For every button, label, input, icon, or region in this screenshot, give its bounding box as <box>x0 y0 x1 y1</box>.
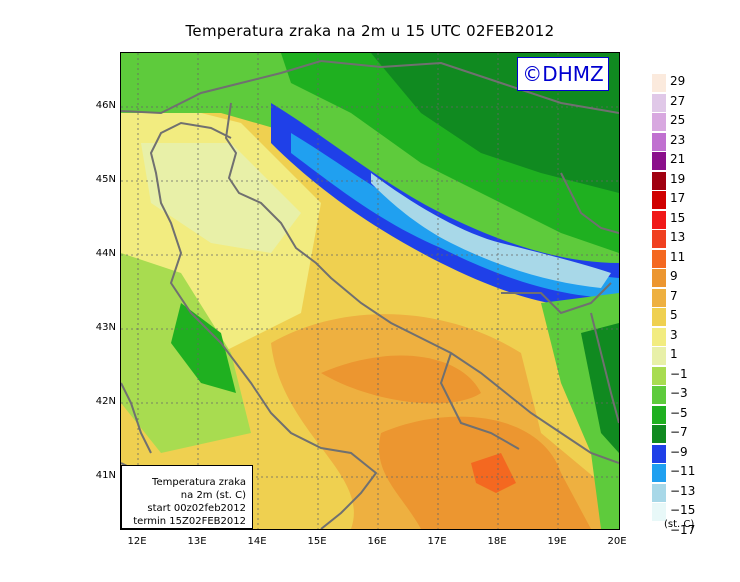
map-title: Temperatura zraka na 2m u 15 UTC 02FEB20… <box>185 22 555 40</box>
dhmz-logo: ©DHMZ <box>517 57 609 91</box>
info-line-4: termin 15Z02FEB2012 <box>133 516 246 527</box>
info-line-2: na 2m (st. C) <box>180 490 246 501</box>
legend-label: 21 <box>670 152 686 166</box>
legend-label: −13 <box>670 483 696 498</box>
legend-swatch <box>652 269 666 287</box>
lat-tick-46n: 46N <box>95 100 116 111</box>
legend-label: 3 <box>670 327 678 342</box>
lon-tick-14e: 14E <box>247 536 267 547</box>
legend-label: 11 <box>670 249 686 264</box>
legend-label: −9 <box>670 444 688 459</box>
legend-label: −7 <box>670 425 688 439</box>
lat-tick-45n: 45N <box>95 174 116 185</box>
lat-tick-42n: 42N <box>95 396 116 407</box>
lon-tick-13e: 13E <box>187 536 207 547</box>
field-1 <box>141 143 301 253</box>
graticule <box>121 53 619 529</box>
legend-swatch <box>652 191 666 209</box>
info-box: Temperatura zraka na 2m (st. C) start 00… <box>121 465 253 529</box>
legend-swatch <box>652 74 666 92</box>
legend-swatch <box>652 347 666 365</box>
legend-label: 23 <box>670 132 686 147</box>
legend-label: 9 <box>670 269 678 283</box>
lon-tick-15e: 15E <box>307 536 327 547</box>
info-line-1: Temperatura zraka <box>152 477 246 488</box>
legend-label: 17 <box>670 191 686 205</box>
legend-swatch <box>652 288 666 307</box>
legend-swatch <box>652 522 666 541</box>
legend-swatch <box>652 308 666 326</box>
lon-tick-20e: 20E <box>607 536 627 547</box>
legend-swatch <box>652 503 666 521</box>
legend-swatch <box>652 93 666 112</box>
field-m5w <box>171 303 236 393</box>
field-9a <box>321 355 481 404</box>
legend-label: −17 <box>670 522 696 537</box>
legend-label: 27 <box>670 93 686 108</box>
legend-label: 19 <box>670 171 686 186</box>
lon-tick-19e: 19E <box>547 536 567 547</box>
legend-swatch <box>652 210 666 229</box>
field-11 <box>471 453 516 493</box>
legend-label: 15 <box>670 210 686 225</box>
lon-tick-16e: 16E <box>367 536 387 547</box>
legend-swatch <box>652 327 666 346</box>
temperature-map <box>120 52 620 530</box>
legend-swatch <box>652 444 666 463</box>
legend-label: −15 <box>670 503 696 517</box>
legend-label: 5 <box>670 308 678 322</box>
legend-swatch <box>652 425 666 443</box>
lon-tick-12e: 12E <box>127 536 147 547</box>
legend-swatch <box>652 249 666 268</box>
legend-label: −3 <box>670 386 688 400</box>
lat-tick-44n: 44N <box>95 248 116 259</box>
legend-swatch <box>652 386 666 404</box>
legend-swatch <box>652 152 666 170</box>
legend-swatch <box>652 132 666 151</box>
info-line-3: start 00z02feb2012 <box>147 503 246 514</box>
legend-label: 13 <box>670 230 686 244</box>
field-m13 <box>371 173 611 288</box>
legend-label: −5 <box>670 405 688 420</box>
legend-label: 29 <box>670 74 686 88</box>
lat-tick-41n: 41N <box>95 470 116 481</box>
coastline <box>121 60 619 529</box>
legend-swatch <box>652 483 666 502</box>
lat-tick-43n: 43N <box>95 322 116 333</box>
legend-swatch <box>652 464 666 482</box>
legend-swatch <box>652 405 666 424</box>
temperature-field <box>121 53 619 529</box>
legend-label: −11 <box>670 464 696 478</box>
legend-label: −1 <box>670 366 688 381</box>
legend-unit: (st. C) <box>664 519 695 530</box>
legend-swatch <box>652 171 666 190</box>
legend-swatch <box>652 113 666 131</box>
field-m7e <box>581 323 619 453</box>
lon-tick-18e: 18E <box>487 536 507 547</box>
legend-label: 25 <box>670 113 686 127</box>
lon-tick-17e: 17E <box>427 536 447 547</box>
legend-label: 7 <box>670 288 678 303</box>
legend-label: 1 <box>670 347 678 361</box>
legend-swatch <box>652 366 666 385</box>
legend-swatch <box>652 230 666 248</box>
